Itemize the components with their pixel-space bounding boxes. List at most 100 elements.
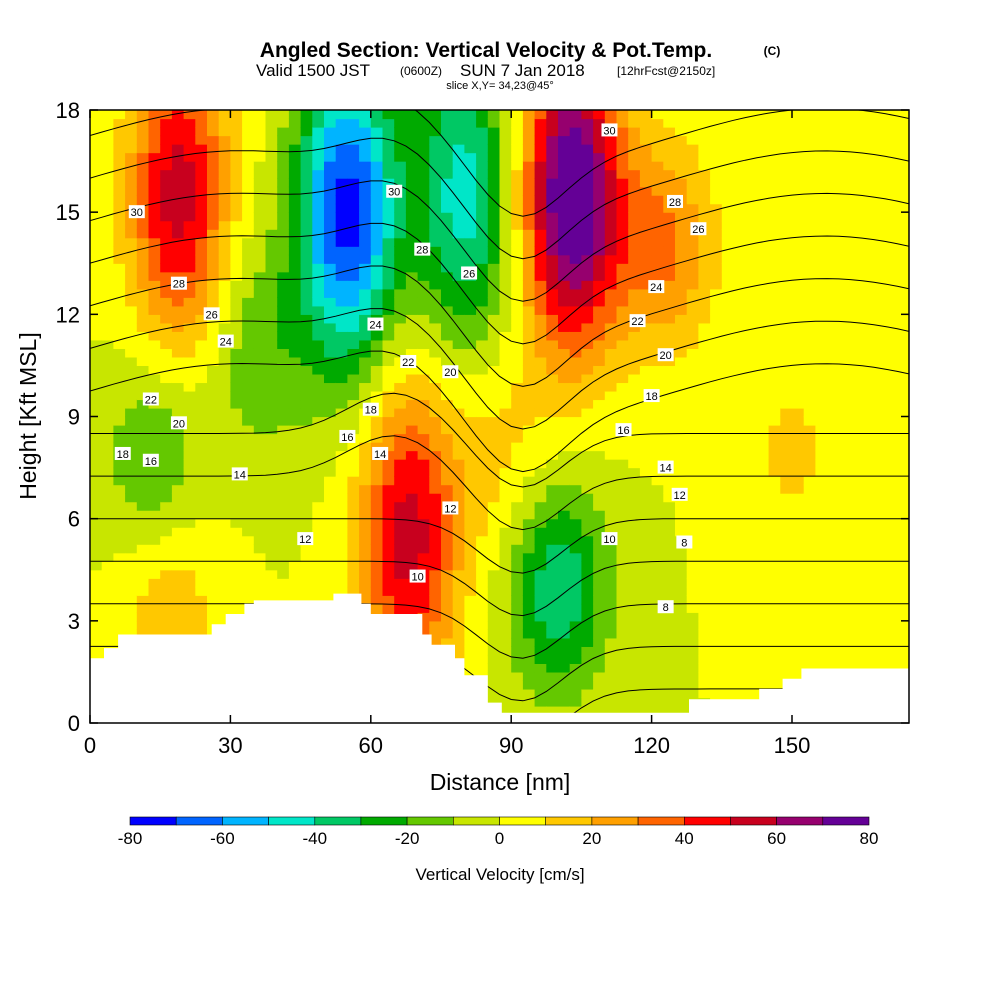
velocity-cell (838, 467, 852, 477)
velocity-cell (242, 237, 255, 247)
velocity-cell (113, 144, 126, 154)
velocity-cell (417, 518, 430, 528)
velocity-cell (441, 178, 454, 188)
velocity-cell (581, 271, 594, 281)
velocity-cell (382, 161, 395, 171)
velocity-cell (593, 305, 606, 315)
velocity-cell (885, 663, 898, 673)
velocity-cell (429, 237, 442, 247)
velocity-cell (429, 467, 442, 477)
velocity-cell (558, 518, 571, 528)
velocity-cell (487, 552, 501, 562)
velocity-cell (347, 331, 360, 341)
velocity-cell (569, 476, 582, 486)
velocity-cell (218, 144, 231, 154)
velocity-cell (686, 399, 699, 409)
velocity-cell (347, 467, 360, 477)
velocity-cell (675, 561, 688, 571)
velocity-cell (862, 348, 875, 358)
velocity-cell (745, 203, 758, 213)
velocity-cell (721, 203, 735, 213)
velocity-cell (862, 407, 875, 418)
velocity-cell (873, 161, 887, 171)
velocity-cell (405, 459, 419, 469)
velocity-cell (335, 356, 348, 367)
velocity-cell (288, 450, 302, 460)
velocity-cell (546, 288, 559, 298)
velocity-cell (873, 144, 887, 154)
velocity-cell (780, 144, 793, 154)
velocity-cell (335, 348, 348, 358)
velocity-cell (604, 561, 618, 571)
velocity-cell (850, 271, 863, 281)
velocity-cell (288, 493, 302, 503)
velocity-cell (324, 271, 337, 281)
velocity-cell (686, 484, 699, 494)
velocity-cell (90, 544, 103, 554)
velocity-cell (394, 365, 407, 375)
velocity-cell (90, 331, 103, 341)
velocity-cell (253, 195, 267, 205)
velocity-cell (464, 425, 477, 435)
velocity-cell (101, 552, 114, 562)
velocity-cell (593, 476, 606, 486)
velocity-cell (218, 297, 231, 307)
velocity-cell (546, 697, 559, 707)
velocity-cell (873, 322, 887, 332)
velocity-cell (721, 569, 735, 579)
velocity-cell (195, 118, 208, 128)
velocity-cell (125, 288, 138, 298)
velocity-cell (265, 373, 278, 384)
velocity-cell (838, 212, 852, 222)
velocity-cell (335, 578, 348, 588)
velocity-cell (464, 561, 477, 571)
velocity-cell (417, 271, 430, 281)
velocity-cell (324, 169, 337, 179)
velocity-cell (312, 382, 325, 392)
velocity-cell (593, 442, 606, 452)
velocity-cell (827, 339, 840, 349)
velocity-cell (663, 569, 676, 579)
velocity-cell (370, 331, 384, 341)
velocity-cell (90, 220, 103, 230)
velocity-cell (441, 416, 454, 426)
velocity-cell (651, 399, 664, 409)
velocity-cell (511, 212, 524, 222)
velocity-cell (569, 578, 582, 588)
velocity-cell (850, 442, 863, 452)
velocity-cell (803, 425, 816, 435)
velocity-cell (639, 135, 653, 145)
velocity-cell (394, 169, 407, 179)
velocity-cell (511, 263, 524, 273)
velocity-cell (347, 263, 360, 273)
velocity-cell (335, 331, 348, 341)
velocity-cell (815, 637, 828, 647)
velocity-cell (815, 612, 828, 622)
velocity-cell (511, 433, 524, 443)
velocity-cell (885, 348, 898, 358)
velocity-cell (745, 688, 758, 699)
velocity-cell (873, 433, 887, 443)
velocity-cell (651, 195, 664, 205)
velocity-cell (487, 314, 501, 324)
velocity-cell (604, 348, 618, 358)
velocity-cell (885, 271, 898, 281)
velocity-cell (359, 127, 372, 137)
velocity-cell (148, 612, 161, 622)
velocity-cell (183, 305, 196, 315)
velocity-cell (651, 442, 664, 452)
velocity-cell (394, 527, 407, 537)
velocity-cell (359, 425, 372, 435)
velocity-cell (335, 390, 348, 401)
velocity-cell (511, 450, 524, 460)
velocity-cell (441, 620, 454, 630)
velocity-cell (569, 697, 582, 707)
velocity-cell (546, 348, 559, 358)
velocity-cell (873, 493, 887, 503)
velocity-cell (324, 467, 337, 477)
velocity-cell (838, 501, 852, 511)
velocity-cell (148, 407, 161, 418)
velocity-cell (639, 339, 653, 349)
velocity-cell (394, 178, 407, 188)
velocity-cell (125, 518, 138, 528)
